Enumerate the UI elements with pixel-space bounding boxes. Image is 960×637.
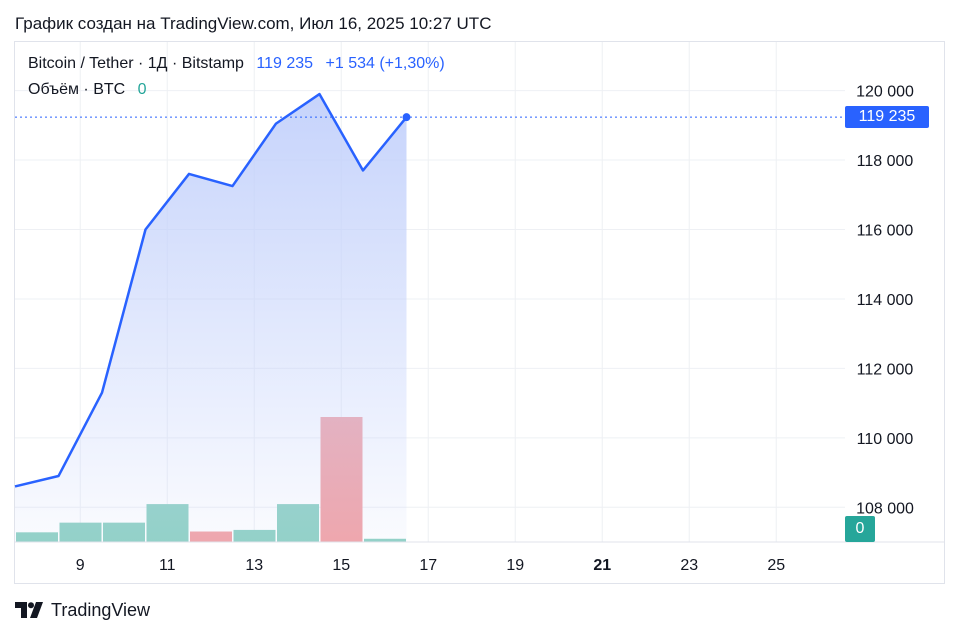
legend-symbol: Bitcoin / Tether · 1Д · Bitstamp xyxy=(28,55,244,72)
y-tick-label: 110 000 xyxy=(857,431,914,448)
x-tick-label: 13 xyxy=(245,557,263,574)
volume-badge: 0 xyxy=(845,516,875,542)
x-tick-label: 11 xyxy=(159,557,176,574)
x-tick-label: 9 xyxy=(76,557,85,574)
last-price-dot xyxy=(402,113,411,122)
x-tick-label: 17 xyxy=(419,557,437,574)
tradingview-logo-icon xyxy=(15,602,43,618)
legend-volume-row: Объём · BTC 0 xyxy=(28,81,147,99)
x-tick-label: 25 xyxy=(767,557,785,574)
tradingview-logo[interactable]: TradingView xyxy=(15,600,150,620)
legend-price-row: Bitcoin / Tether · 1Д · Bitstamp 119 235… xyxy=(28,55,445,73)
y-tick-label: 108 000 xyxy=(856,500,914,517)
x-tick-label: 15 xyxy=(332,557,350,574)
legend-volume-label: Объём · BTC xyxy=(28,81,126,98)
brand-name: TradingView xyxy=(51,599,151,620)
y-tick-label: 116 000 xyxy=(857,223,914,240)
x-tick-label: 19 xyxy=(506,557,524,574)
legend-last-price: 119 235 xyxy=(256,55,314,72)
price-area-fill xyxy=(15,94,407,542)
legend-volume-value: 0 xyxy=(137,81,147,98)
chart-caption: График создан на TradingView.com, Июл 16… xyxy=(15,14,492,33)
price-line xyxy=(14,92,408,488)
y-tick-label: 114 000 xyxy=(857,292,914,309)
y-tick-label: 118 000 xyxy=(857,153,914,170)
x-tick-label: 21 xyxy=(593,557,611,574)
y-tick-label: 120 000 xyxy=(856,84,914,101)
last-price-badge: 119 235 xyxy=(845,106,929,128)
legend-change: +1 534 (+1,30%) xyxy=(325,55,445,72)
chart-frame xyxy=(14,41,945,584)
y-tick-label: 112 000 xyxy=(857,361,914,378)
x-tick-label: 23 xyxy=(680,557,698,574)
